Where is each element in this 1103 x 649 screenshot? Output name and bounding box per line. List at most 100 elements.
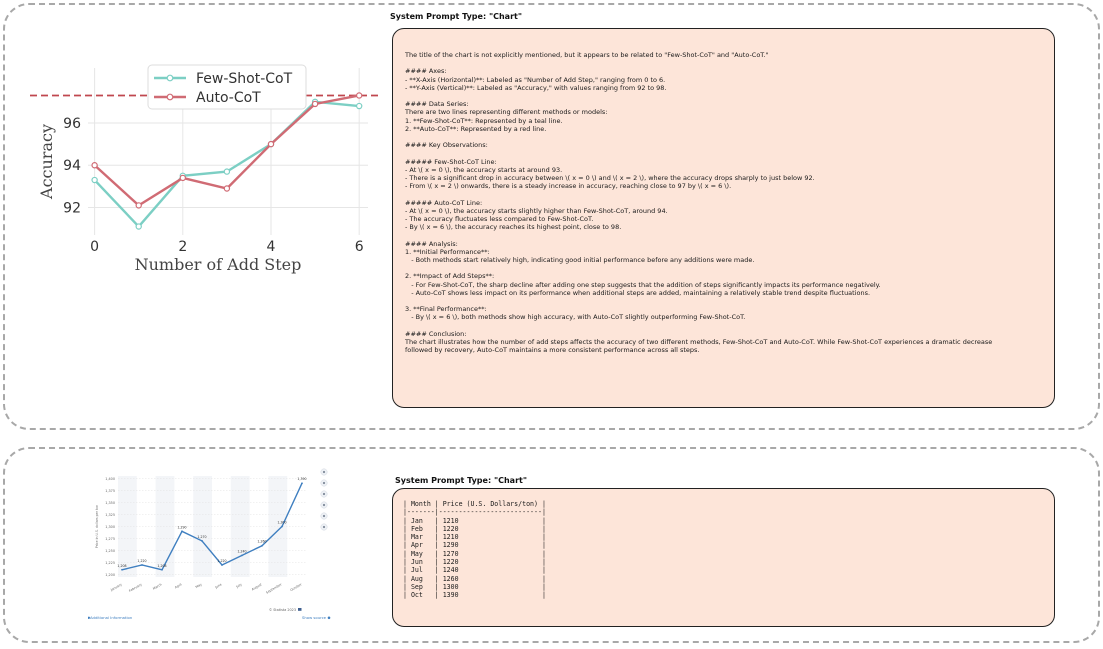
x-tick-label: June (214, 582, 223, 589)
description-line (405, 297, 1042, 305)
table-line: | May | 1270 | (403, 549, 546, 558)
table-box: | Month | Price (U.S. Dollars/ton) | |---… (392, 488, 1055, 627)
x-tick-label: April (174, 582, 182, 589)
table-line: | Oct | 1390 | (403, 591, 546, 600)
legend-entry: Few-Shot-CoT (196, 71, 293, 87)
description-line: - For Few-Shot-CoT, the sharp decline af… (405, 280, 881, 289)
y-tick-label: 1,400 (105, 477, 115, 481)
y-tick-label: 1,300 (105, 525, 115, 529)
info-icon (327, 616, 331, 620)
table-line: | Jun | 1220 | (403, 558, 546, 567)
share-icon[interactable] (320, 501, 328, 509)
description-line (405, 92, 1042, 100)
x-tick-label: August (251, 582, 263, 591)
table-line: | Jan | 1210 | (403, 516, 546, 525)
description-line (405, 264, 1042, 272)
description-line: ##### Auto-CoT Line: (405, 198, 483, 207)
description-line (405, 149, 1042, 157)
data-label: 1,270 (197, 535, 206, 539)
series-point (91, 162, 98, 169)
bell-icon[interactable] (320, 468, 328, 476)
price-table-text: | Month | Price (U.S. Dollars/ton) | |---… (403, 500, 1044, 600)
series-point (135, 202, 142, 209)
price-point (221, 564, 223, 566)
description-line: - There is a significant drop in accurac… (405, 173, 815, 182)
data-label: 1,208 (157, 564, 166, 568)
data-label: 1,260 (257, 540, 266, 544)
statista-line-chart: 1,200 1,225 1,250 1,275 1,300 1,325 1,350 1,375… (88, 468, 331, 620)
description-line: #### Data Series: (405, 100, 469, 109)
x-tick-label: October (289, 582, 303, 592)
column-band (230, 476, 250, 577)
data-label: 1,300 (277, 521, 286, 525)
description-line: - **Y-Axis (Vertical)**: Labeled as "Acc… (405, 83, 667, 92)
description-line: The title of the chart is not explicitly… (405, 51, 769, 59)
description-line: #### Axes: (405, 67, 447, 76)
show-source-link[interactable]: Show source (302, 615, 327, 620)
table-line: | Mar | 1210 | (403, 533, 546, 542)
description-line: 3. **Final Performance**: (405, 305, 487, 314)
price-point (201, 540, 203, 542)
description-line: - From \( x = 2 \) onwards, there is a s… (405, 182, 732, 191)
x-tick-label: September (265, 582, 283, 595)
x-tick-label: May (195, 582, 203, 589)
y-tick-label: 1,350 (105, 501, 115, 505)
x-tick-label: 2 (178, 239, 187, 255)
description-line: followed by recovery, Auto-CoT maintains… (405, 346, 700, 355)
price-point (181, 530, 183, 533)
y-tick-label: 94 (63, 158, 81, 174)
series-point (311, 100, 319, 108)
series-point (355, 92, 363, 99)
data-label: 1,390 (297, 477, 306, 481)
main-line-chart: 92 94 96 0 2 4 6 Number of Add Step Accuracy Few-… (30, 64, 378, 274)
description-line: - By \( x = 6 \), both methods show high… (405, 313, 746, 322)
y-tick-label: 1,325 (105, 513, 115, 517)
table-line: | Aug | 1260 | (403, 574, 546, 583)
y-tick-label: 96 (63, 116, 81, 132)
data-label: 1,220 (137, 559, 146, 563)
x-tick-label: 6 (355, 239, 364, 255)
description-line: - At \( x = 0 \), the accuracy starts sl… (405, 206, 668, 215)
description-line (405, 59, 1042, 67)
price-point (281, 525, 283, 528)
download-icon[interactable] (320, 490, 328, 498)
quote-icon[interactable] (320, 512, 328, 520)
description-line: - **X-Axis (Horizontal)**: Labeled as "N… (405, 75, 666, 84)
description-line: #### Conclusion: (405, 329, 467, 338)
series-point (355, 102, 363, 110)
description-box: The title of the chart is not explicitly… (392, 28, 1055, 408)
prompt-type-label-top: System Prompt Type: "Chart" (390, 12, 523, 21)
x-tick-label: 0 (90, 239, 99, 255)
description-line (405, 231, 1042, 239)
star-icon[interactable] (320, 479, 328, 487)
description-line: 2. **Auto-CoT**: Represented by a red li… (405, 124, 547, 133)
y-tick-label: 1,225 (105, 561, 115, 565)
description-line: #### Analysis: (405, 239, 458, 248)
description-line (405, 322, 1042, 330)
y-tick-label: 92 (63, 201, 81, 217)
series-point (91, 176, 98, 184)
price-point (301, 482, 303, 485)
series-point (267, 140, 275, 148)
price-point (241, 554, 243, 557)
table-line: | Jul | 1240 | (403, 566, 546, 575)
legend-swatch-marker (166, 74, 174, 82)
additional-information-link[interactable]: Additional Information (90, 615, 133, 620)
description-line: - Auto-CoT shows less impact on its perf… (405, 288, 871, 297)
info-icon (88, 616, 90, 619)
table-line: | Apr | 1290 | (403, 541, 546, 550)
description-line: - The accuracy fluctuates less compared … (405, 214, 594, 223)
description-line: The chart illustrates how the number of … (405, 337, 993, 346)
price-point (161, 568, 163, 571)
price-point (121, 568, 123, 571)
x-tick-label: February (128, 582, 142, 593)
statista-credit: © Statista 2023 (269, 608, 296, 612)
data-label: 1,220 (217, 559, 226, 563)
prompt-type-label-bottom: System Prompt Type: "Chart" (395, 476, 528, 485)
x-tick-label: 4 (267, 239, 276, 255)
legend-swatch-marker (166, 93, 174, 101)
description-line: 1. **Few-Shot-CoT**: Represented by a te… (405, 116, 563, 125)
print-icon[interactable] (320, 523, 328, 531)
table-line: | Sep | 1300 | (403, 582, 546, 591)
price-line (121, 482, 303, 571)
